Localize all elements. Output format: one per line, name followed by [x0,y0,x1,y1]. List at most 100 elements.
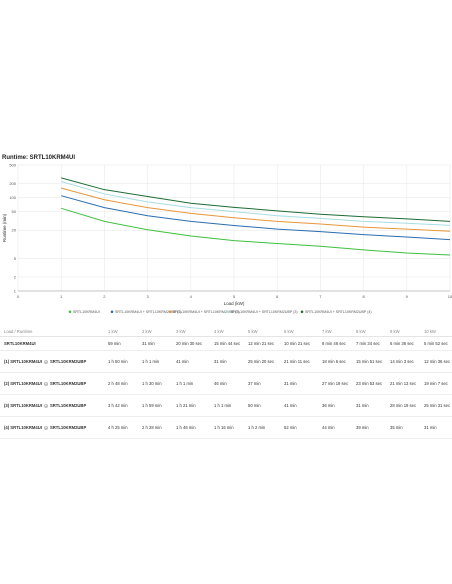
table-row: (1) SRTL10KRM4UI + SRTL10KRM2UBP 1 h 50 min… [0,350,452,373]
runtime-cell: 25 min 20 sec [244,350,280,373]
runtime-cell: 25 min 31 sec [420,394,452,417]
y-axis-label: Runtime (min) [2,213,7,242]
legend-label-1: SRTL10KRM4UI [73,310,100,314]
table-header-load: 2 kW [138,326,172,337]
grid-layer [17,164,451,292]
x-tick-label: 7 [319,294,322,299]
runtime-cell: 19 min 7 sec [420,372,452,395]
ups-model: SRTL10KRM4UI [10,381,42,386]
legend-marker-2 [110,310,114,314]
runtime-cell: 10 min 21 sec [280,336,318,351]
runtime-cell: 31 min [280,372,318,395]
runtime-cell: 31 min [210,350,244,373]
runtime-cell: 8 min 46 sec [318,336,352,351]
legend-marker-5 [300,310,304,314]
runtime-cell: 35 min [386,416,420,439]
runtime-cell: 41 min [280,394,318,417]
battery-pack-count: (3) [4,403,10,408]
runtime-cell: 50 min [244,394,280,417]
runtime-cell: 2 h 28 min [138,416,172,439]
runtime-table: Load / Runtime 1 kW 2 kW 3 kW 4 kW 5 kW 6 kW 7 … [0,326,452,439]
series-layer [61,177,451,256]
runtime-cell: 36 min [318,394,352,417]
runtime-cell: 12 min 36 sec [420,350,452,373]
table-header-load: 3 kW [172,326,210,337]
y-tick-label: 100 [9,195,16,200]
table-header-load: 4 kW [210,326,244,337]
table-header-load: 7 kW [318,326,352,337]
runtime-cell: 15 min 51 sec [352,350,386,373]
table-header-load: 9 kW [386,326,420,337]
legend-marker-1 [68,310,72,314]
y-tick-label: 500 [9,162,16,167]
legend-label-3: SRTL10KRM4UI + SRTL10KRM2UBP (2) [173,310,240,314]
plus-icon: + [43,425,48,430]
table-header-load: 5 kW [244,326,280,337]
x-tick-label: 9 [406,294,409,299]
runtime-cell: 7 min 34 sec [352,336,386,351]
x-tick-label: 1 [60,294,63,299]
runtime-cell: 2 h 48 min [104,372,138,395]
runtime-cell: 31 min [420,416,452,439]
plus-icon: + [43,381,48,386]
y-tick-label: 5 [14,256,17,261]
y-tick-label: 2 [14,274,17,279]
runtime-cell: 1 h 50 min [104,350,138,373]
table-body: SRTL10KRM4UI 59 min 31 min 20 min 30 sec 15 … [0,336,452,439]
config-cell: SRTL10KRM4UI [0,336,104,351]
ups-model: SRTL10KRM4UI [10,425,42,430]
legend-label-4: SRTL10KRM4UI + SRTL10KRM2UBP (3) [231,310,298,314]
battery-pack-model: SRTL10KRM2UBP [49,381,87,386]
series-line-4 [61,180,451,226]
series-line-2 [61,195,451,241]
legend-layer: SRTL10KRM4UI SRTL10KRM4UI + SRTL10KRM2UBP… [68,310,372,314]
table-header-config: Load / Runtime [0,326,104,337]
config-cell: (4) SRTL10KRM4UI + SRTL10KRM2UBP [0,416,104,439]
runtime-cell: 31 min [352,394,386,417]
runtime-cell: 20 min 30 sec [172,336,210,351]
runtime-cell: 4 h 25 min [104,416,138,439]
table-row: (2) SRTL10KRM4UI + SRTL10KRM2UBP 2 h 48 min… [0,372,452,395]
table-row: (4) SRTL10KRM4UI + SRTL10KRM2UBP 4 h 25 min… [0,416,452,439]
runtime-cell: 15 min 44 sec [210,336,244,351]
runtime-cell: 41 min [172,350,210,373]
runtime-cell: 52 min [280,416,318,439]
runtime-cell: 46 min [210,372,244,395]
runtime-cell: 1 h 1 min [172,372,210,395]
runtime-cell: 44 min [318,416,352,439]
ups-model: SRTL10KRM4UI [10,359,42,364]
x-tick-label: 0 [17,294,20,299]
chart-title: Runtime: SRTL10KRM4UI [2,155,76,161]
legend-label-5: SRTL10KRM4UI + SRTL10KRM2UBP (4) [305,310,372,314]
x-tick-label: 2 [103,294,106,299]
runtime-cell: 59 min [104,336,138,351]
battery-pack-count: (2) [4,381,10,386]
runtime-cell: 14 min 3 sec [386,350,420,373]
runtime-cell: 39 min [352,416,386,439]
table-header-load: 10 kW [420,326,452,337]
y-tick-label: 200 [9,181,16,186]
legend-marker-3 [168,310,172,314]
x-tick-label: 6 [276,294,279,299]
x-tick-label: 8 [362,294,365,299]
legend-label-2: SRTL10KRM4UI + SRTL10KRM2UBP (1) [115,310,182,314]
config-cell: (2) SRTL10KRM4UI + SRTL10KRM2UBP [0,372,104,395]
runtime-cell: 6 min 36 sec [386,336,420,351]
table-header-load: 6 kW [280,326,318,337]
runtime-cell: 12 min 21 sec [244,336,280,351]
x-tick-label: 5 [233,294,236,299]
config-cell: (1) SRTL10KRM4UI + SRTL10KRM2UBP [0,350,104,373]
runtime-cell: 27 min 19 sec [318,372,352,395]
legend-marker-4 [226,310,230,314]
series-line-3 [61,187,451,232]
runtime-cell: 28 min 19 sec [386,394,420,417]
ups-model: SRTL10KRM4UI [10,403,42,408]
runtime-cell: 1 h 46 min [172,416,210,439]
battery-pack-count: (1) [4,359,10,364]
runtime-cell: 21 min 13 sec [386,372,420,395]
y-tick-label: 1 [14,288,17,293]
table-header-load: 8 kW [352,326,386,337]
runtime-cell: 31 min [138,336,172,351]
x-axis-label: Load (kW) [224,301,245,306]
series-line-1 [61,207,451,256]
